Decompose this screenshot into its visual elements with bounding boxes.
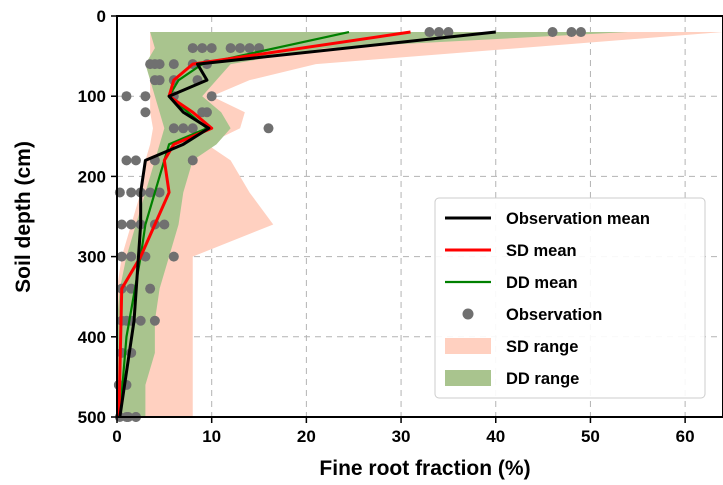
legend-label: DD range [506, 370, 579, 388]
legend-label: SD mean [506, 242, 577, 260]
observation-point [197, 107, 208, 118]
observation-point [126, 219, 137, 230]
observation-point [187, 123, 198, 134]
observation-point [225, 43, 236, 54]
observation-point [168, 123, 179, 134]
observation-point [116, 219, 127, 230]
plot-frame [116, 15, 723, 418]
observation-point [130, 155, 141, 166]
legend-label: SD range [506, 338, 578, 356]
observation-point [154, 75, 165, 86]
observation-point [178, 123, 189, 134]
x-tick-label: 10 [202, 427, 221, 446]
observation-point [140, 107, 151, 118]
x-tick-label: 0 [112, 427, 121, 446]
y-tick-label: 100 [78, 87, 106, 106]
observation-point [154, 187, 165, 198]
dd-range-layer [117, 32, 629, 417]
x-tick-label: 50 [581, 427, 600, 446]
observation-point [140, 91, 151, 102]
legend-box [434, 197, 706, 399]
observation-point [433, 27, 444, 38]
observation-point [159, 219, 170, 230]
observation-point [244, 43, 255, 54]
y-axis: 0 100 200 300 400 500 [78, 7, 117, 427]
observation-point [121, 155, 132, 166]
y-tick-label: 400 [78, 328, 106, 347]
observation-point [197, 43, 208, 54]
observation-point [168, 59, 179, 70]
y-tick-label: 300 [78, 248, 106, 267]
observation-point [206, 91, 217, 102]
observation-point [424, 27, 435, 38]
y-tick-label: 0 [97, 7, 106, 26]
observation-point [547, 27, 558, 38]
observation-point [443, 27, 454, 38]
x-axis-title: Fine root fraction (%) [319, 457, 530, 480]
mean-lines [117, 30, 496, 418]
x-axis: 0 10 20 30 40 50 60 [112, 417, 695, 446]
legend-patch-swatch [445, 338, 491, 354]
legend-label: DD mean [506, 274, 578, 292]
y-axis-title: Soil depth (cm) [12, 141, 35, 293]
observation-point [206, 43, 217, 54]
observation-point [575, 27, 586, 38]
observation-point [126, 251, 137, 262]
dd-range-band [117, 32, 629, 417]
y-tick-label: 200 [78, 167, 106, 186]
observation-point [566, 27, 577, 38]
legend: Observation mean SD mean DD mean Observatio… [434, 197, 706, 399]
observation-point [149, 315, 160, 326]
sd-mean-line [117, 30, 411, 418]
observation-point [187, 43, 198, 54]
observation-point [187, 155, 198, 166]
legend-patch-swatch [445, 370, 491, 386]
observation-point [135, 315, 146, 326]
observation-point [263, 123, 274, 134]
x-tick-label: 20 [297, 427, 316, 446]
observation-point [168, 251, 179, 262]
x-tick-label: 40 [486, 427, 505, 446]
legend-dot-swatch [462, 308, 474, 320]
y-tick-label: 500 [78, 408, 106, 427]
x-tick-label: 30 [392, 427, 411, 446]
observation-mean-line [118, 30, 496, 418]
observation-point [121, 91, 132, 102]
legend-label: Observation mean [506, 210, 650, 228]
observation-point [145, 283, 156, 294]
observation-point [116, 251, 127, 262]
observation-point [126, 187, 137, 198]
x-tick-label: 60 [676, 427, 695, 446]
observation-point [154, 59, 165, 70]
observation-point [235, 43, 246, 54]
legend-label: Observation [506, 306, 602, 324]
observation-point [145, 187, 156, 198]
